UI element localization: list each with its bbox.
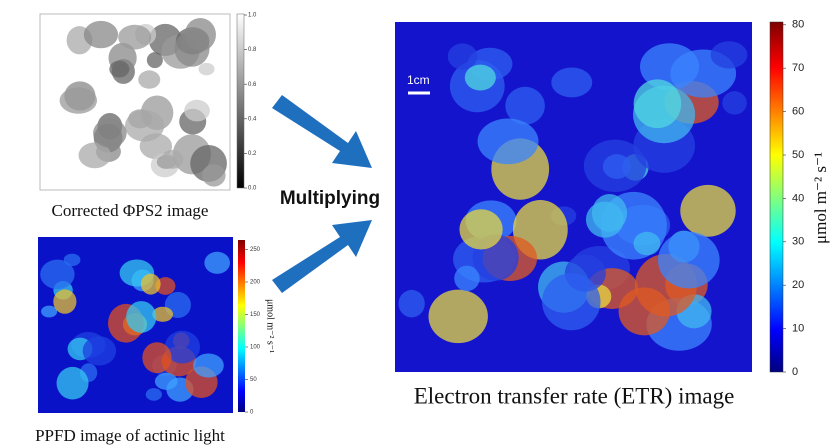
phi-image	[40, 14, 230, 190]
phi-caption: Corrected ΦPS2 image	[52, 201, 209, 220]
leaf	[465, 65, 496, 91]
leaf	[155, 373, 178, 390]
leaf	[125, 110, 164, 142]
colorbar-tick-label: 80	[792, 19, 804, 31]
colorbar-tick-label: 0.6	[248, 82, 257, 88]
leaf	[142, 342, 171, 373]
operation-label: Multiplying	[280, 188, 380, 209]
leaf	[680, 185, 735, 237]
leaf	[126, 301, 156, 333]
colorbar-tick-label: 60	[792, 106, 804, 118]
colorbar-tick-label: 0	[792, 366, 798, 378]
colorbar-tick-label: 250	[250, 247, 261, 253]
leaf	[147, 52, 163, 68]
ppfd-image	[38, 237, 233, 413]
scale-bar-label: 1cm	[407, 73, 430, 87]
leaf	[93, 119, 127, 148]
figure: 1cm Multiplying Corrected ΦPS2 image PPF…	[0, 0, 839, 448]
leaf	[551, 68, 592, 98]
leaf	[658, 232, 720, 289]
leaf	[429, 290, 488, 343]
colorbar-tick-label: 50	[250, 377, 257, 383]
colorbar-tick-label: 10	[792, 323, 804, 335]
leaf	[199, 63, 215, 76]
leaf	[619, 287, 670, 335]
leaf	[448, 43, 478, 69]
leaf	[53, 289, 76, 313]
leaf	[204, 252, 230, 274]
leaf	[184, 100, 210, 122]
colorbar-tick-label: 20	[792, 279, 804, 291]
colorbar-tick-label: 1.0	[248, 13, 257, 19]
leaf	[478, 119, 539, 165]
leaf	[722, 91, 747, 114]
colorbar-tick-label: 0	[250, 410, 254, 416]
etr-caption: Electron transfer rate (ETR) image	[414, 383, 735, 408]
leaf	[138, 70, 160, 88]
etr-colorbar-label: μmol m⁻² s⁻¹	[811, 152, 830, 244]
colorbar-tick-label: 0.8	[248, 47, 257, 53]
ppfd-caption: PPFD image of actinic light	[35, 426, 225, 445]
leaf	[399, 290, 425, 318]
colorbar-tick-label: 0.4	[248, 116, 257, 122]
leaf	[711, 41, 748, 68]
colorbar-tick-label: 150	[250, 312, 261, 318]
leaf	[57, 367, 89, 400]
leaf	[146, 388, 162, 401]
colorbar-tick-label: 0.0	[248, 186, 257, 192]
colorbar-tick-label: 200	[250, 280, 261, 286]
leaf	[586, 201, 624, 237]
leaf	[40, 260, 74, 290]
phi-colorbar	[237, 14, 244, 188]
ppfd-colorbar	[238, 240, 245, 412]
leaf	[459, 209, 502, 249]
leaf	[634, 232, 661, 255]
leaf	[193, 353, 224, 377]
leaf	[84, 21, 118, 48]
colorbar-tick-label: 50	[792, 149, 804, 161]
leaf	[185, 18, 216, 51]
leaf	[161, 150, 183, 169]
leaf	[141, 274, 161, 295]
leaf	[118, 25, 151, 50]
colorbar-tick-label: 30	[792, 236, 804, 248]
leaf	[202, 164, 225, 186]
leaf	[60, 87, 97, 113]
etr-colorbar	[770, 22, 783, 372]
leaf	[634, 79, 682, 128]
etr-image	[395, 22, 752, 372]
leaf	[603, 154, 631, 179]
leaf	[542, 273, 601, 330]
colorbar-tick-label: 40	[792, 192, 804, 204]
ppfd-colorbar-label: μmol m⁻² s⁻¹	[265, 299, 276, 353]
colorbar-tick-label: 0.2	[248, 151, 257, 157]
leaf	[109, 61, 129, 78]
leaf	[83, 336, 116, 365]
colorbar-tick-label: 100	[250, 345, 261, 351]
colorbar-tick-label: 70	[792, 62, 804, 74]
